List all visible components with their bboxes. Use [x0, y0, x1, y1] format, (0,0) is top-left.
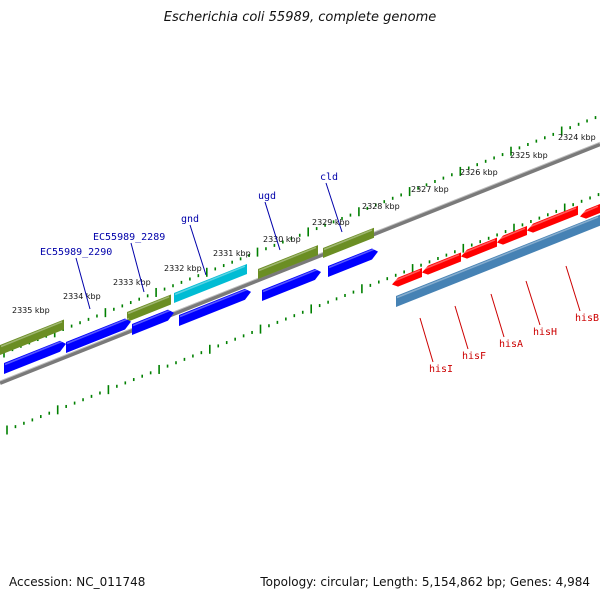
gene-label-leader [130, 242, 145, 293]
gene-reverse-2 [66, 318, 131, 353]
gene-label-leader [189, 224, 207, 276]
gene-bevel [497, 227, 526, 241]
gene-label-leader [565, 265, 581, 312]
scale-label: 2328 kbp [362, 202, 400, 211]
scale-label: 2325 kbp [510, 151, 548, 160]
gene-bevel [127, 296, 170, 315]
gene-label: hisB [575, 313, 599, 324]
scale-label: 2329 kbp [312, 218, 350, 227]
gene-hisB-continued [580, 204, 600, 219]
gene-bevel [527, 207, 577, 229]
scale-label: 2327 kbp [411, 185, 449, 194]
scale-label: 2333 kbp [113, 278, 151, 287]
gene-hisI [392, 268, 422, 287]
gene-label: EC55989_2290 [40, 247, 112, 258]
gene-ec55989-2289-forward [127, 294, 171, 322]
gene-bevel [323, 229, 373, 251]
gene-label: hisI [429, 364, 453, 375]
gene-ec55989-2290-forward [0, 319, 64, 355]
gene-label: hisA [499, 339, 523, 350]
gene-bevel [179, 287, 250, 318]
gene-hisA [461, 237, 497, 259]
gene-reverse-5 [262, 268, 321, 301]
gene-labels: cld ugd gnd EC55989_2289 EC55989_2290 hisI his… [40, 172, 599, 375]
gene-label-leader [525, 280, 541, 326]
his-operon-span [396, 214, 600, 307]
gene-features [0, 204, 600, 374]
gene-bevel [258, 246, 317, 272]
gene-reverse-6 [328, 248, 378, 277]
map-title: Escherichia coli 55989, complete genome [163, 10, 437, 25]
gene-bevel [580, 205, 599, 215]
scale-label: 2332 kbp [164, 264, 202, 273]
gene-label-leader [264, 201, 281, 251]
gene-gnd-highlight [174, 263, 247, 303]
gene-bevel [392, 269, 421, 283]
gene-bevel [262, 268, 320, 293]
gene-reverse-3 [132, 309, 174, 335]
gene-hisF [422, 252, 461, 275]
gene-label-leader [75, 257, 91, 310]
gene-bevel [422, 254, 460, 271]
gene-bevel [396, 216, 599, 299]
scale-label: 2326 kbp [460, 168, 498, 177]
scale-label: 2330 kbp [263, 235, 301, 244]
gene-bevel [328, 247, 377, 269]
gene-reverse-1 [4, 340, 66, 374]
backbone-line [0, 142, 600, 385]
gene-hisB [527, 205, 578, 233]
gene-label: hisH [533, 327, 557, 338]
scale-labels: 2324 kbp 2325 kbp 2326 kbp 2327 kbp 2328 kbp… [12, 133, 596, 315]
gene-label-leader [454, 305, 469, 350]
gene-label: hisF [462, 351, 486, 362]
genome-summary: Topology: circular; Length: 5,154,862 bp… [260, 575, 590, 589]
gene-bevel [4, 339, 65, 366]
scale-label: 2335 kbp [12, 306, 50, 315]
gene-ugd-forward [258, 245, 318, 279]
gene-bevel [66, 317, 130, 345]
gene-label: cld [320, 172, 338, 183]
gene-reverse-4 [179, 288, 251, 326]
scale-label: 2331 kbp [213, 249, 251, 258]
gene-bevel [174, 265, 246, 296]
gene-label: gnd [181, 214, 199, 225]
gene-bevel [0, 321, 63, 348]
gene-label-leader [325, 182, 343, 233]
scale-label: 2334 kbp [63, 292, 101, 301]
gene-cld-forward [323, 227, 374, 258]
gene-bevel [461, 239, 496, 255]
gene-hisH [497, 226, 527, 245]
tick-track-lower [6, 193, 600, 435]
scale-label: 2324 kbp [558, 133, 596, 142]
gene-bevel [132, 308, 173, 327]
gene-label-leader [419, 317, 434, 363]
accession-label: Accession: NC_011748 [9, 575, 146, 589]
gene-label: EC55989_2289 [93, 232, 165, 243]
gene-label-leader [490, 293, 505, 338]
gene-label: ugd [258, 191, 276, 202]
